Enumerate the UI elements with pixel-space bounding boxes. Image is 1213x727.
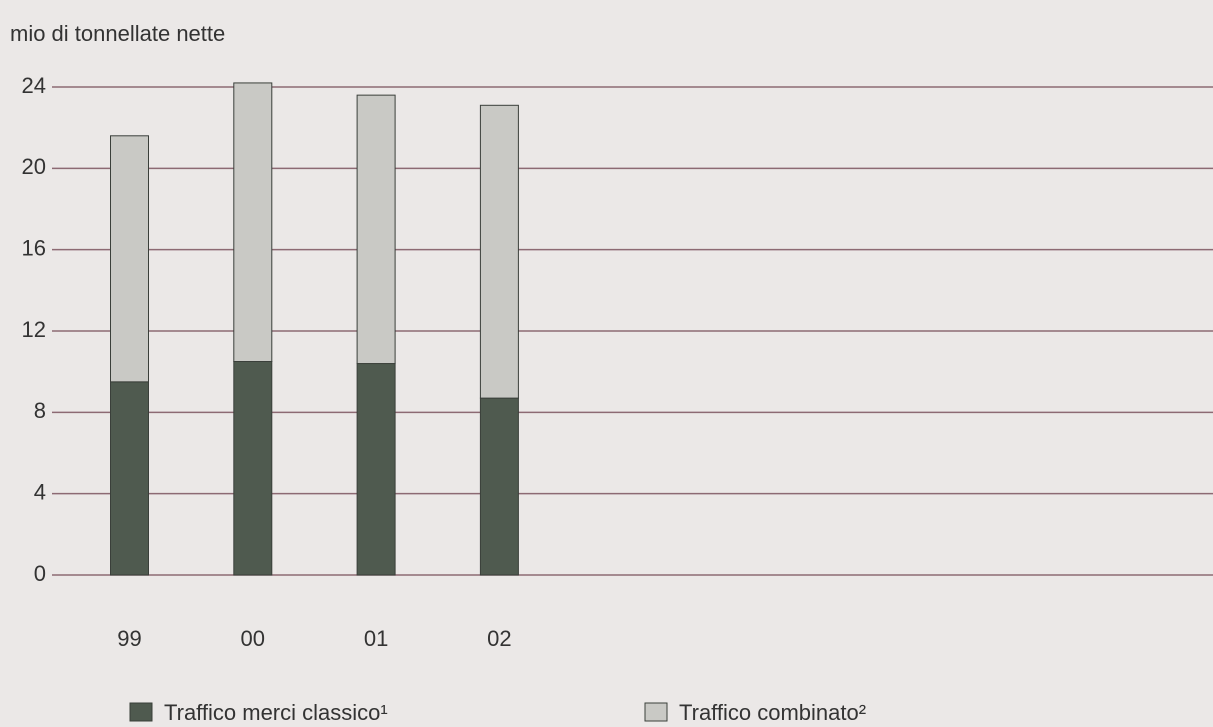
bar-segment [479,397,519,576]
bar-segment [110,135,149,383]
y-tick-label: 4 [34,479,46,504]
y-tick-label: 20 [22,154,46,179]
legend-swatch [644,702,668,722]
legend-label: Traffico merci classico¹ [164,700,388,725]
y-tick-label: 0 [34,561,46,586]
bar-segment [479,104,519,399]
legend-swatch [129,702,153,722]
x-tick-label: 99 [117,626,141,651]
x-tick-label: 02 [487,626,511,651]
bar-segment [110,381,149,576]
y-tick-label: 8 [34,398,46,423]
legend-label: Traffico combinato² [679,700,866,725]
bar-segment [356,94,396,365]
y-tick-label: 12 [22,317,46,342]
x-tick-label: 00 [241,626,265,651]
x-tick-label: 01 [364,626,388,651]
y-tick-label: 24 [22,73,46,98]
y-tick-label: 16 [22,235,46,260]
bar-segment [233,82,273,363]
y-axis-label: mio di tonnellate nette [10,21,225,46]
bar-segment [356,363,396,576]
bar-segment [233,361,273,576]
